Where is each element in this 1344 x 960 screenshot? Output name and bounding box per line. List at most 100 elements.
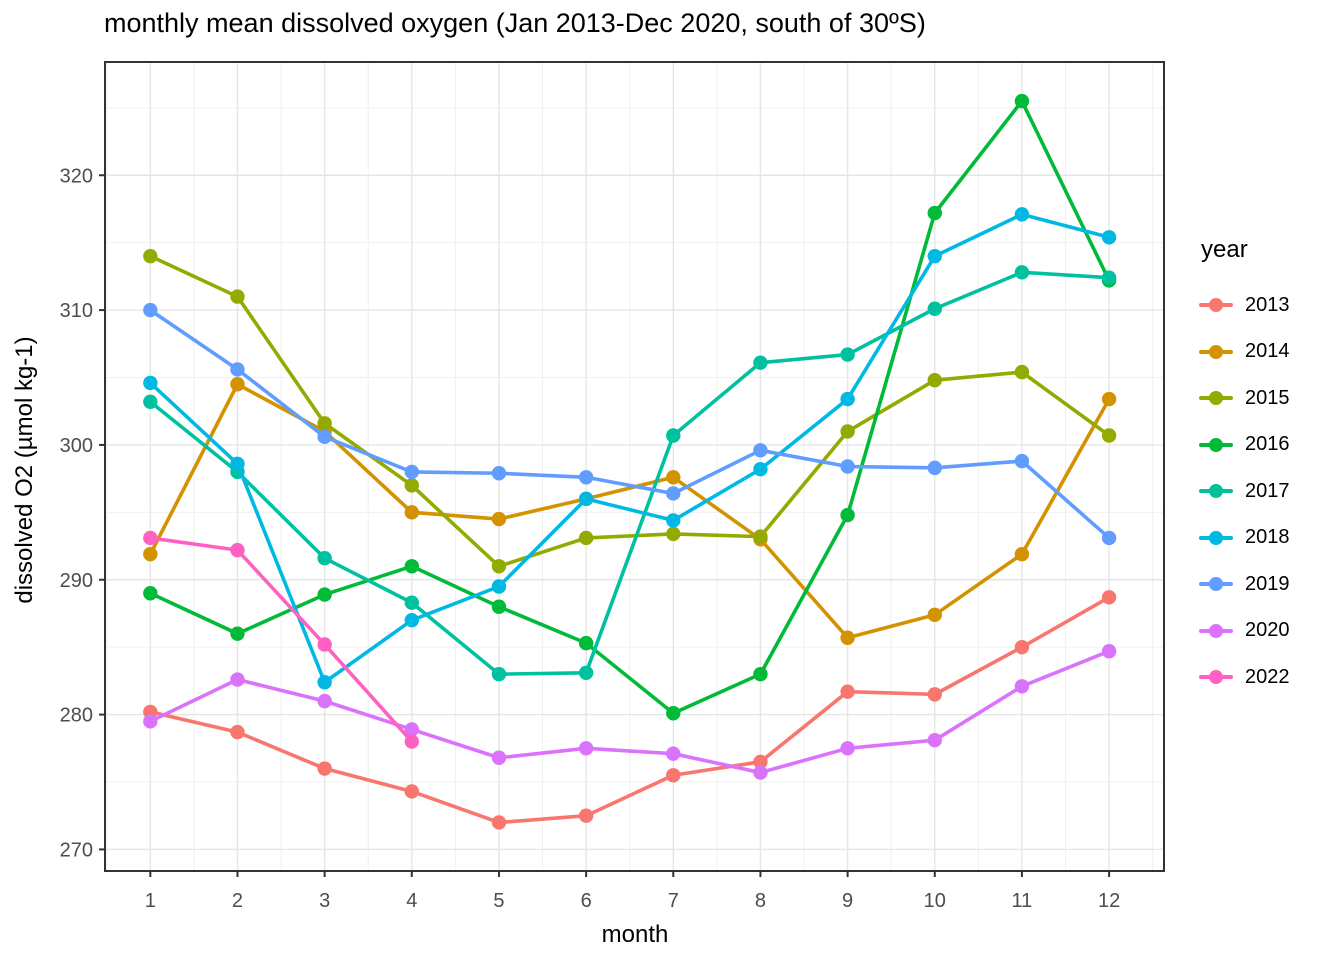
data-point-2018 xyxy=(1014,207,1030,222)
data-point-2017 xyxy=(753,355,768,370)
legend-key xyxy=(1199,388,1233,408)
data-point-2015 xyxy=(753,529,768,544)
data-point-2016 xyxy=(1014,93,1030,109)
data-point-2013 xyxy=(753,754,768,769)
legend-key-dot-icon xyxy=(1209,298,1223,313)
x-tick-label: 5 xyxy=(493,890,504,912)
legend-item-label: 2018 xyxy=(1245,526,1290,549)
data-point-2014 xyxy=(1101,391,1117,407)
data-point-2016 xyxy=(666,706,681,721)
data-point-2017 xyxy=(143,394,158,409)
legend-item-label: 2016 xyxy=(1245,433,1290,456)
data-point-2016 xyxy=(753,666,768,682)
x-axis-title: month xyxy=(601,921,669,948)
data-point-2018 xyxy=(491,579,507,594)
data-point-2020 xyxy=(1101,644,1117,659)
data-point-2014 xyxy=(1014,546,1030,562)
data-point-2019 xyxy=(230,362,245,377)
data-point-2013 xyxy=(230,724,245,740)
data-point-2020 xyxy=(753,765,768,780)
data-point-2015 xyxy=(230,289,245,304)
data-point-2013 xyxy=(404,784,420,799)
legend-item-2016: 2016 xyxy=(1199,422,1344,469)
data-point-2020 xyxy=(927,733,942,748)
data-point-2013 xyxy=(491,815,507,830)
data-point-2017 xyxy=(666,428,681,443)
legend-item-2014: 2014 xyxy=(1199,329,1344,376)
data-point-2015 xyxy=(840,424,855,439)
data-point-2014 xyxy=(666,470,681,485)
legend-key-dot-icon xyxy=(1209,391,1223,406)
data-point-2018 xyxy=(840,391,855,407)
data-point-2020 xyxy=(230,672,245,687)
legend-key xyxy=(1199,574,1233,594)
legend-title: year xyxy=(1201,236,1248,263)
data-point-2014 xyxy=(230,377,245,392)
data-point-2020 xyxy=(1014,679,1030,694)
data-point-2022 xyxy=(143,530,158,546)
data-point-2015 xyxy=(578,530,594,546)
data-point-2016 xyxy=(317,587,332,602)
y-tick-label: 290 xyxy=(60,570,93,592)
y-tick-label: 310 xyxy=(60,300,93,322)
data-point-2014 xyxy=(491,511,507,527)
data-point-2015 xyxy=(1014,364,1030,380)
legend-item-label: 2017 xyxy=(1245,479,1290,502)
legend-item-2020: 2020 xyxy=(1199,608,1344,655)
chart-title: monthly mean dissolved oxygen (Jan 2013-… xyxy=(104,8,926,38)
y-tick-label: 320 xyxy=(60,165,93,187)
data-point-2018 xyxy=(927,248,942,264)
data-point-2015 xyxy=(1101,428,1117,443)
series-line-2022 xyxy=(150,536,414,743)
data-point-2017 xyxy=(578,665,594,680)
x-tick-label: 6 xyxy=(581,890,592,912)
series-line-2020 xyxy=(149,649,1110,775)
data-point-2018 xyxy=(143,375,158,391)
data-point-2017 xyxy=(1101,270,1117,285)
data-point-2013 xyxy=(666,768,681,783)
panel-border xyxy=(104,61,1165,872)
legend-key xyxy=(1199,435,1233,455)
legend-item-2017: 2017 xyxy=(1199,468,1344,515)
data-point-2015 xyxy=(143,248,158,264)
legend-key xyxy=(1199,667,1233,687)
legend-item-label: 2019 xyxy=(1245,572,1290,595)
data-point-2016 xyxy=(404,559,420,574)
data-point-2016 xyxy=(143,586,158,601)
legend-key-dot-icon xyxy=(1209,437,1223,452)
legend-item-label: 2022 xyxy=(1245,665,1290,688)
data-point-2014 xyxy=(143,546,158,562)
data-point-2017 xyxy=(1014,265,1030,280)
x-tick-label: 9 xyxy=(842,890,853,912)
data-point-2013 xyxy=(927,687,942,702)
legend-key xyxy=(1199,481,1233,501)
series-line-2017 xyxy=(149,270,1110,676)
data-point-2015 xyxy=(666,526,681,542)
data-point-2019 xyxy=(840,459,855,474)
series-line-2013 xyxy=(149,595,1110,825)
data-point-2020 xyxy=(317,693,332,709)
data-point-2013 xyxy=(840,684,855,699)
data-point-2020 xyxy=(491,750,507,765)
data-point-2018 xyxy=(1101,230,1117,245)
data-point-2013 xyxy=(1014,639,1030,655)
data-point-2014 xyxy=(840,630,855,645)
data-point-2017 xyxy=(404,595,420,610)
legend-key-dot-icon xyxy=(1209,484,1223,499)
data-point-2019 xyxy=(1014,453,1030,469)
data-point-2018 xyxy=(578,491,594,507)
series-line-2019 xyxy=(149,308,1111,540)
data-point-2016 xyxy=(927,205,942,221)
data-point-2019 xyxy=(1101,530,1117,546)
legend-key xyxy=(1199,528,1233,548)
data-point-2019 xyxy=(753,443,768,458)
legend-item-label: 2013 xyxy=(1245,293,1290,316)
legend-key-dot-icon xyxy=(1209,623,1223,638)
series-line-2015 xyxy=(149,254,1111,569)
legend-item-label: 2015 xyxy=(1245,386,1290,409)
data-point-2018 xyxy=(404,613,420,628)
y-tick-label: 270 xyxy=(60,839,93,861)
data-point-2016 xyxy=(578,635,594,651)
